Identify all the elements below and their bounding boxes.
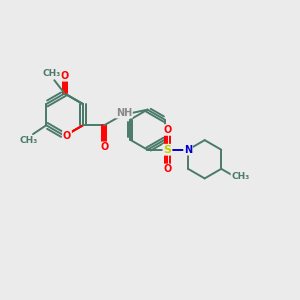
Text: CH₃: CH₃	[42, 69, 61, 78]
Text: S: S	[164, 145, 172, 155]
Text: CH₃: CH₃	[231, 172, 250, 181]
Text: NH: NH	[116, 108, 132, 118]
Text: O: O	[164, 125, 172, 135]
Text: O: O	[100, 142, 108, 152]
Text: O: O	[164, 164, 172, 174]
Text: CH₃: CH₃	[20, 136, 38, 145]
Text: N: N	[184, 145, 192, 155]
Text: O: O	[63, 131, 71, 141]
Text: O: O	[61, 71, 69, 81]
